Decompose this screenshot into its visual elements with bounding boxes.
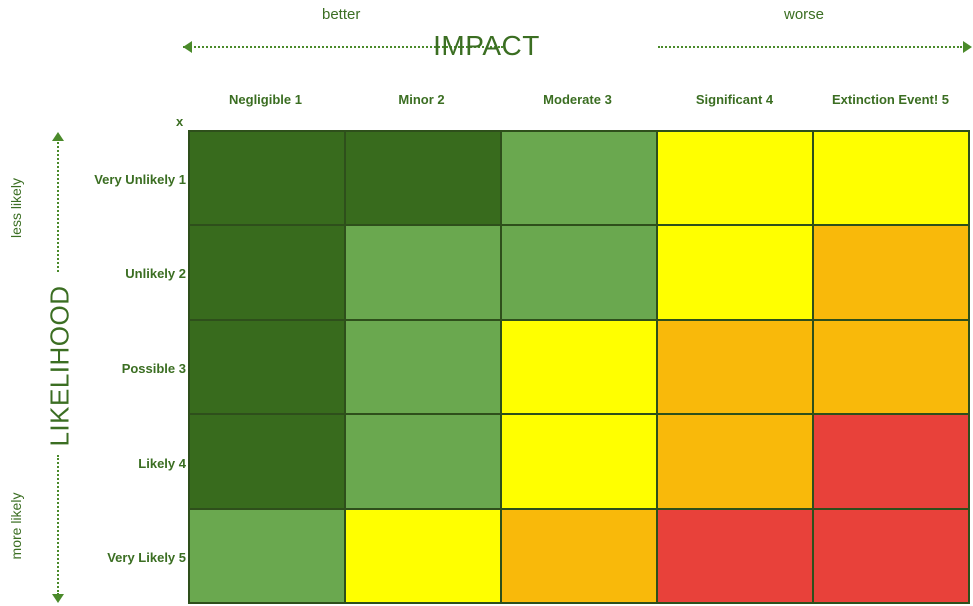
risk-cell-r2-c3	[501, 225, 657, 320]
row-header-possible: Possible 3	[121, 361, 186, 376]
risk-cell-r2-c1	[189, 225, 345, 320]
risk-cell-r1-c5	[813, 131, 969, 226]
risk-cell-r5-c5	[813, 508, 969, 603]
risk-cell-r2-c5	[813, 225, 969, 320]
likelihood-arrow-down-line	[57, 455, 59, 595]
corner-mark: x	[176, 114, 184, 129]
risk-cell-r5-c1	[189, 508, 345, 603]
risk-cell-r3-c3	[501, 319, 657, 415]
risk-cell-r5-c2	[345, 508, 501, 603]
risk-cell-r1-c2	[345, 131, 501, 226]
arrow-right-icon	[963, 41, 972, 53]
risk-cell-r3-c5	[813, 319, 969, 415]
risk-cell-r3-c1	[189, 319, 345, 415]
more-likely-note: more likely	[8, 492, 24, 560]
risk-cell-r5-c3	[501, 508, 657, 603]
arrow-left-icon	[183, 41, 192, 53]
risk-cell-r4-c4	[657, 414, 813, 509]
risk-cell-r4-c5	[813, 414, 969, 509]
row-header-likely: Likely 4	[138, 456, 186, 471]
impact-arrow-left-line	[183, 46, 503, 48]
column-header-minor: Minor 2	[398, 92, 445, 107]
column-header-negligible: Negligible 1	[229, 92, 302, 107]
risk-cell-r4-c3	[501, 414, 657, 509]
risk-cell-r4-c1	[189, 414, 345, 509]
impact-axis-title: IMPACT	[433, 30, 540, 61]
row-header-unlikely: Unlikely 2	[125, 266, 186, 281]
risk-cell-r3-c4	[657, 319, 813, 415]
column-header-significant: Significant 4	[695, 92, 774, 107]
risk-cell-r3-c2	[345, 319, 501, 415]
risk-cell-r2-c2	[345, 225, 501, 320]
column-header-extinction-event: Extinction Event! 5	[831, 92, 950, 107]
likelihood-arrow-up-line	[57, 142, 59, 272]
risk-cell-r1-c1	[189, 131, 345, 226]
less-likely-note: less likely	[8, 178, 24, 238]
risk-cell-r1-c3	[501, 131, 657, 226]
better-note: better	[322, 6, 361, 23]
impact-arrow-right-line	[658, 46, 962, 48]
risk-cell-r5-c4	[657, 508, 813, 603]
row-header-very-likely: Very Likely 5	[107, 550, 186, 565]
risk-cell-r2-c4	[657, 225, 813, 320]
risk-cell-r1-c4	[657, 131, 813, 226]
likelihood-axis-title: LIKELIHOOD	[44, 285, 75, 447]
arrow-up-icon	[52, 132, 64, 141]
column-header-moderate: Moderate 3	[543, 92, 612, 107]
risk-matrix-grid	[188, 130, 970, 604]
row-header-very-unlikely: Very Unlikely 1	[94, 172, 186, 187]
worse-note: worse	[784, 6, 825, 23]
arrow-down-icon	[52, 594, 64, 603]
risk-cell-r4-c2	[345, 414, 501, 509]
